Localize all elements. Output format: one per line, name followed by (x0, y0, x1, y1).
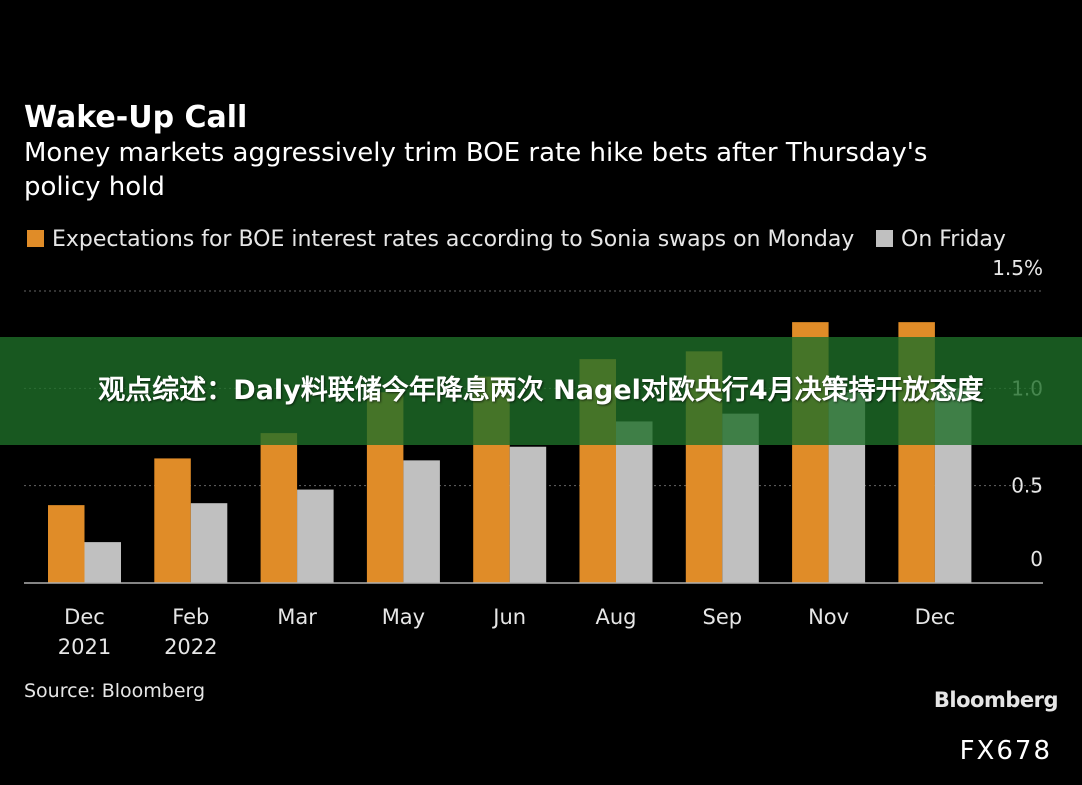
x-tick-label: Dec (915, 605, 956, 629)
x-tick-label: May (382, 605, 425, 629)
chart-source: Source: Bloomberg (24, 680, 205, 702)
chart-subtitle-line-1: Money markets aggressively trim BOE rate… (24, 138, 927, 168)
x-tick-year-label: 2022 (164, 635, 217, 659)
bar-monday (260, 433, 298, 583)
legend-swatch-monday (27, 230, 44, 247)
legend-label-friday: On Friday (901, 227, 1006, 252)
headline-banner: 观点综述：Daly料联储今年降息两次 Nagel对欧央行4月决策持开放态度 (0, 337, 1082, 445)
headline-text: 观点综述：Daly料联储今年降息两次 Nagel对欧央行4月决策持开放态度 (98, 375, 984, 406)
bar-friday (297, 489, 334, 583)
chart-subtitle-line-2: policy hold (24, 172, 165, 202)
x-tick-label: Jun (491, 605, 526, 629)
legend-swatch-friday (876, 230, 893, 247)
x-tick-label: Feb (172, 605, 209, 629)
y-tick-label: 0.5 (1011, 474, 1043, 498)
legend: Expectations for BOE interest rates acco… (27, 227, 1006, 252)
legend-label-monday: Expectations for BOE interest rates acco… (52, 227, 854, 252)
x-tick-label: Mar (277, 605, 317, 629)
bloomberg-logo: Bloomberg (934, 688, 1058, 712)
x-tick-label: Aug (595, 605, 636, 629)
bar-friday (403, 460, 440, 583)
x-axis-ticks: Dec 2021 Feb 2022 Mar May Jun Aug Sep Nov Dec (58, 605, 955, 659)
bar-friday (190, 503, 228, 583)
bar-friday (84, 542, 121, 583)
x-tick-label: Sep (703, 605, 743, 629)
x-tick-label: Nov (808, 605, 849, 629)
bar-monday (154, 458, 191, 583)
fx678-watermark: FX678 (960, 736, 1052, 766)
y-tick-label: 1.5% (992, 256, 1043, 280)
x-tick-year-label: 2021 (58, 635, 111, 659)
x-tick-label: Dec (64, 605, 105, 629)
bar-monday (48, 505, 85, 583)
y-tick-label: 0 (1030, 547, 1043, 571)
bar-friday (616, 421, 653, 583)
chart-title: Wake-Up Call (24, 100, 247, 135)
bar-friday (509, 446, 547, 583)
